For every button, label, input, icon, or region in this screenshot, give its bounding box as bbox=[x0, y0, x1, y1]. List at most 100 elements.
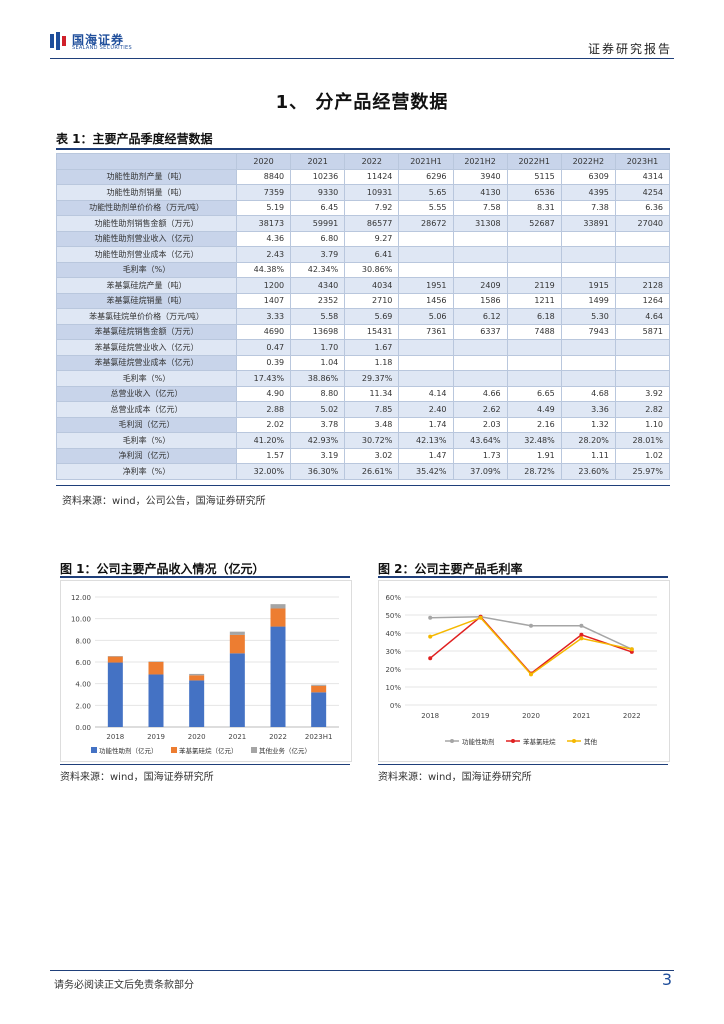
table-cell bbox=[398, 261, 454, 278]
legend-marker bbox=[511, 739, 515, 743]
table-cell: 33891 bbox=[560, 215, 616, 232]
table-row: 总营业成本（亿元） 2.88 5.02 7.85 2.40 2.62 4.49 3.36 2.8… bbox=[56, 401, 671, 418]
table-cell: 1915 bbox=[560, 277, 616, 294]
bar-segment bbox=[107, 662, 123, 727]
table-cell: 2352 bbox=[290, 292, 346, 309]
table-cell: 5.65 bbox=[398, 184, 454, 201]
bar-segment bbox=[270, 626, 286, 727]
table-cell: 4314 bbox=[614, 168, 671, 185]
table-cell: 9.27 bbox=[344, 230, 400, 247]
table-row-label: 总营业成本（亿元） bbox=[56, 401, 237, 418]
table-cell: 2128 bbox=[614, 277, 671, 294]
table-cell bbox=[506, 370, 562, 387]
data-point bbox=[579, 623, 584, 628]
table-cell bbox=[452, 339, 508, 356]
table-cell: 4.68 bbox=[560, 385, 616, 402]
table-row-label: 功能性助剂单价价格（万元/吨） bbox=[56, 199, 237, 216]
legend-label: 其他业务（亿元） bbox=[259, 746, 311, 755]
table-cell: 1.04 bbox=[290, 354, 346, 371]
y-tick-label: 0% bbox=[390, 702, 401, 710]
table-row: 功能性助剂销售金额（万元） 38173 59991 86577 28672 31308 52… bbox=[56, 215, 671, 232]
table-row: 功能性助剂销量（吨） 7359 9330 10931 5.65 4130 6536 4395 4… bbox=[56, 184, 671, 201]
table-cell: 4690 bbox=[235, 323, 292, 340]
table-top-divider bbox=[56, 148, 670, 150]
table-cell bbox=[560, 230, 616, 247]
table-cell: 41.20% bbox=[235, 432, 292, 449]
table-cell: 6.80 bbox=[290, 230, 346, 247]
table-cell bbox=[506, 230, 562, 247]
table-cell: 4130 bbox=[452, 184, 508, 201]
table-cell: 1264 bbox=[614, 292, 671, 309]
table-row-label: 苯基氯硅烷单价价格（万元/吨） bbox=[56, 308, 237, 325]
legend-swatch bbox=[251, 747, 257, 753]
table-cell bbox=[560, 246, 616, 263]
table-cell: 4.49 bbox=[506, 401, 562, 418]
table-cell: 27040 bbox=[614, 215, 671, 232]
table-cell: 3.19 bbox=[290, 447, 346, 464]
legend-label: 其他 bbox=[584, 737, 598, 746]
table-cell: 6.36 bbox=[614, 199, 671, 216]
table-cell bbox=[398, 370, 454, 387]
table-cell: 1456 bbox=[398, 292, 454, 309]
table-cell bbox=[560, 339, 616, 356]
table-cell: 6296 bbox=[398, 168, 454, 185]
legend-marker bbox=[450, 739, 454, 743]
table-cell bbox=[506, 339, 562, 356]
table-cell: 5.30 bbox=[560, 308, 616, 325]
table-row-label: 毛利率（%） bbox=[56, 370, 237, 387]
table-cell: 1211 bbox=[506, 292, 562, 309]
figure1-source-note: 资料来源：wind，国海证券研究所 bbox=[60, 772, 214, 783]
bar-segment bbox=[311, 684, 327, 686]
table-cell: 1586 bbox=[452, 292, 508, 309]
table-cell: 7.58 bbox=[452, 199, 508, 216]
logo-text-en: SEALAND SECURITIES bbox=[72, 45, 132, 51]
table-cell: 4.90 bbox=[235, 385, 292, 402]
table-row: 毛利率（%） 41.20% 42.93% 30.72% 42.13% 43.64% 32.4… bbox=[56, 432, 671, 449]
table-cell: 32.00% bbox=[235, 463, 292, 480]
data-point bbox=[529, 623, 533, 628]
table-cell bbox=[398, 230, 454, 247]
table-cell: 1407 bbox=[235, 292, 292, 309]
table-cell: 1.32 bbox=[560, 416, 616, 433]
section-title: 1、 分产品经营数据 bbox=[275, 92, 449, 113]
table-cell: 2409 bbox=[452, 277, 508, 294]
table-cell: 5.19 bbox=[235, 199, 292, 216]
table-cell: 6.12 bbox=[452, 308, 508, 325]
x-tick-label: 2021 bbox=[572, 712, 590, 720]
table-cell: 86577 bbox=[344, 215, 400, 232]
y-tick-label: 40% bbox=[385, 630, 401, 638]
x-tick-label: 2022 bbox=[623, 712, 641, 720]
table-cell bbox=[506, 261, 562, 278]
table-cell: 6.65 bbox=[506, 385, 562, 402]
table-cell: 5115 bbox=[506, 168, 562, 185]
table-cell bbox=[614, 339, 671, 356]
data-point bbox=[428, 656, 433, 661]
revenue-bar-chart-svg: 0.00 2.00 4.00 6.00 8.00 10.00 12.00 2018 2019 20… bbox=[71, 594, 339, 755]
table-cell: 5.69 bbox=[344, 308, 400, 325]
table-cell: 1.11 bbox=[560, 447, 616, 464]
table-cell: 42.34% bbox=[290, 261, 346, 278]
table-cell: 38.86% bbox=[290, 370, 346, 387]
table-cell bbox=[452, 354, 508, 371]
table-cell bbox=[452, 370, 508, 387]
table-cell: 1.10 bbox=[614, 416, 671, 433]
bar-segment bbox=[148, 674, 164, 727]
legend-swatch bbox=[171, 747, 177, 753]
table-cell: 13698 bbox=[290, 323, 346, 340]
operating-data-table: 2020 2021 2022 2021H1 2021H2 2022H1 2022H2 2023… bbox=[56, 153, 671, 480]
y-tick-label: 12.00 bbox=[71, 594, 91, 602]
figure2-source-note: 资料来源：wind，国海证券研究所 bbox=[378, 772, 532, 783]
table-cell: 7.85 bbox=[344, 401, 400, 418]
figure1-top-divider bbox=[60, 576, 350, 578]
table-row-label: 功能性助剂营业成本（亿元） bbox=[56, 246, 237, 263]
y-tick-label: 2.00 bbox=[75, 702, 91, 710]
y-tick-label: 10.00 bbox=[71, 616, 91, 624]
table-cell bbox=[614, 354, 671, 371]
table-row-label: 净利率（%） bbox=[56, 463, 237, 480]
table-cell: 1951 bbox=[398, 277, 454, 294]
table-cell: 1.67 bbox=[344, 339, 400, 356]
page-number: 3 bbox=[661, 970, 672, 989]
table-cell: 28.72% bbox=[506, 463, 562, 480]
table-cell: 2.40 bbox=[398, 401, 454, 418]
x-tick-label: 2020 bbox=[522, 712, 540, 720]
